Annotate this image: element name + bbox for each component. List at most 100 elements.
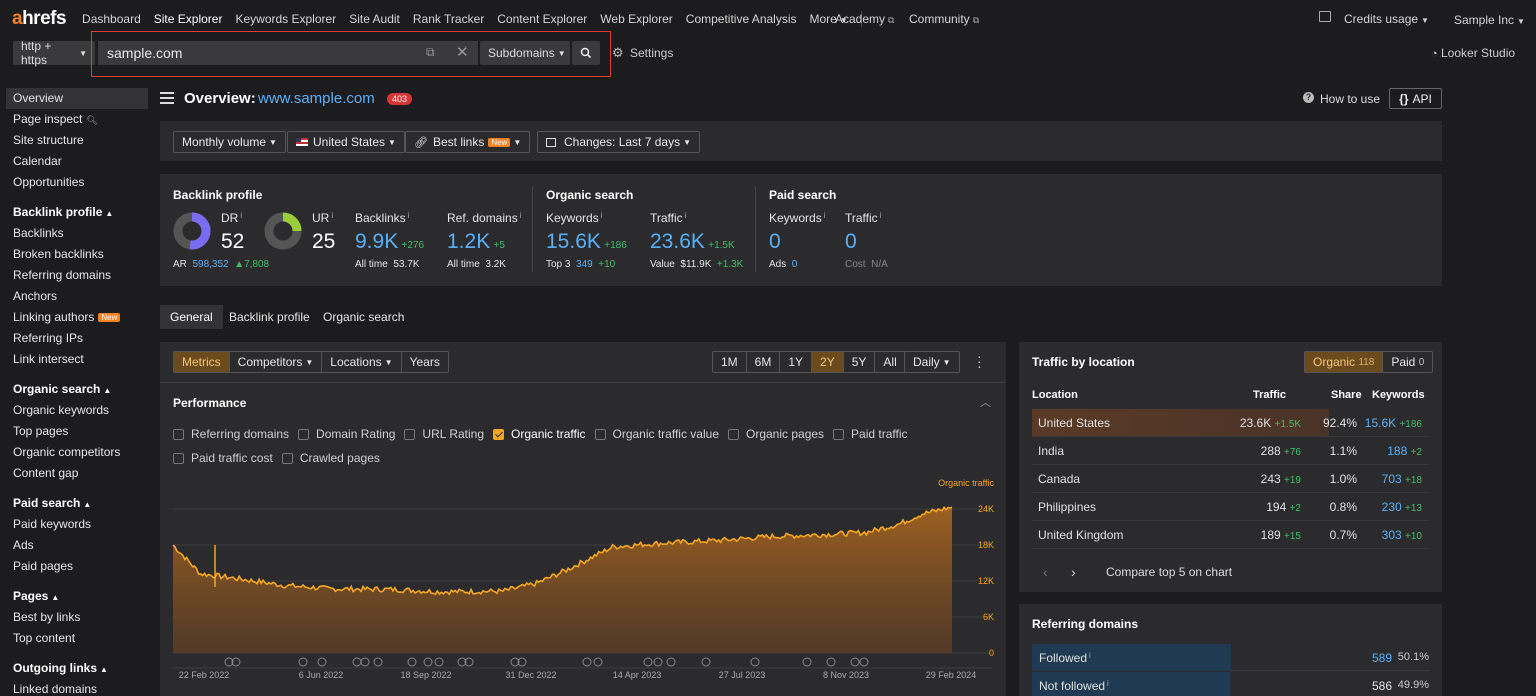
traffic-metric[interactable]: 23.6K +1.5K: [650, 230, 735, 253]
nav-rank-tracker[interactable]: Rank Tracker: [412, 12, 485, 26]
volume-select[interactable]: Monthly volume ▼: [173, 131, 286, 153]
sidebar-section-outgoing-links[interactable]: Outgoing links ▲: [13, 661, 108, 675]
organic-toggle[interactable]: Organic 118: [1305, 352, 1384, 372]
collapse-icon[interactable]: ︿: [980, 397, 991, 409]
nav-web-explorer[interactable]: Web Explorer: [600, 12, 673, 26]
sidebar-item-top-content[interactable]: Top content: [13, 631, 76, 645]
tab-backlink-profile[interactable]: Backlink profile: [229, 310, 310, 324]
sidebar-item-broken-backlinks[interactable]: Broken backlinks: [13, 247, 104, 261]
range-5y[interactable]: 5Y: [844, 352, 876, 372]
backlinks-metric[interactable]: 9.9K +276: [355, 230, 425, 253]
tab-general[interactable]: General: [160, 305, 223, 329]
location-row[interactable]: India 288 +76 1.1% 188 +2: [1032, 437, 1428, 465]
location-row[interactable]: Canada 243 +19 1.0% 703 +18: [1032, 465, 1428, 493]
how-to-use-link[interactable]: How to use: [1320, 92, 1381, 106]
paid-toggle[interactable]: Paid 0: [1391, 355, 1425, 369]
checkbox-organic-traffic-value[interactable]: Organic traffic value: [594, 427, 719, 441]
api-button[interactable]: {} API: [1389, 88, 1442, 109]
nav-site-audit[interactable]: Site Audit: [349, 12, 400, 26]
nav-academy-link[interactable]: Academy ⧉: [835, 12, 895, 26]
tab-organic-search[interactable]: Organic search: [323, 310, 405, 324]
location-keywords[interactable]: 188 +2: [1387, 443, 1422, 458]
checkbox-organic-pages[interactable]: Organic pages: [728, 427, 824, 441]
nav-dashboard[interactable]: Dashboard: [82, 12, 141, 26]
keywords-metric[interactable]: 15.6K +186: [546, 230, 627, 253]
notfollowed-row[interactable]: Not followed i 586 49.9%: [1032, 672, 1429, 696]
ar-value[interactable]: 598,352: [192, 259, 229, 270]
sidebar-item-site-structure[interactable]: Site structure: [13, 133, 84, 147]
location-row[interactable]: United Kingdom 189 +15 0.7% 303 +10: [1032, 521, 1428, 549]
sidebar-section-organic-search[interactable]: Organic search ▲: [13, 382, 112, 396]
sidebar-item-top-pages[interactable]: Top pages: [13, 424, 69, 438]
checkbox-referring-domains[interactable]: Referring domains: [173, 427, 289, 441]
sidebar-section-paid-search[interactable]: Paid search ▲: [13, 496, 92, 510]
years-button[interactable]: Years: [409, 355, 440, 369]
nav-competitive-analysis[interactable]: Competitive Analysis: [685, 12, 797, 26]
sidebar-item-organic-competitors[interactable]: Organic competitors: [13, 445, 121, 459]
account-menu[interactable]: Sample Inc ▼: [1454, 13, 1525, 27]
range-1y[interactable]: 1Y: [780, 352, 813, 372]
more-options-icon[interactable]: · · ·: [977, 348, 982, 374]
country-select[interactable]: United States ▼: [287, 131, 405, 153]
location-keywords[interactable]: 15.6K +186: [1364, 415, 1422, 430]
subdomains-mode-select[interactable]: Subdomains ▼: [480, 41, 570, 65]
credits-usage-menu[interactable]: Credits usage ▼: [1344, 12, 1429, 26]
refdomains-metric[interactable]: 1.2K +5: [447, 230, 505, 253]
protocol-select[interactable]: http + https ▼: [13, 39, 95, 67]
sidebar-section-pages[interactable]: Pages ▲: [13, 589, 60, 603]
sidebar-item-ads[interactable]: Ads: [13, 538, 34, 552]
interval-select[interactable]: Daily ▼: [904, 351, 960, 373]
search-button[interactable]: [572, 41, 600, 65]
nav-community-link[interactable]: Community ⧉: [909, 12, 980, 26]
locations-select[interactable]: Locations ▼: [322, 352, 402, 372]
paid-keywords-value[interactable]: 0: [769, 230, 781, 253]
next-arrow-icon[interactable]: ›: [1071, 564, 1076, 580]
checkbox-crawled-pages[interactable]: Crawled pages: [281, 451, 380, 465]
sidebar-item-organic-keywords[interactable]: Organic keywords: [13, 403, 110, 417]
location-keywords[interactable]: 303 +10: [1381, 527, 1422, 542]
target-url-input[interactable]: sample.com: [98, 41, 478, 65]
range-1m[interactable]: 1M: [713, 352, 747, 372]
sidebar-item-referring-ips[interactable]: Referring IPs: [13, 331, 84, 345]
notfollowed-value[interactable]: 586: [1371, 679, 1392, 693]
range-2y[interactable]: 2Y: [812, 352, 844, 372]
checkbox-organic-traffic[interactable]: Organic traffic: [493, 427, 586, 441]
sidebar-item-linked-domains[interactable]: Linked domains: [13, 682, 98, 696]
sidebar-item-anchors[interactable]: Anchors: [13, 289, 58, 303]
best-links-select[interactable]: 🔗︎ Best links New ▼: [405, 131, 531, 153]
clear-icon[interactable]: ✕: [456, 44, 469, 61]
sidebar-item-overview[interactable]: Overview: [6, 88, 148, 109]
checkbox-paid-traffic[interactable]: Paid traffic: [833, 427, 908, 441]
checkbox-domain-rating[interactable]: Domain Rating: [298, 427, 395, 441]
ahrefs-logo[interactable]: ahrefs: [12, 8, 67, 29]
settings-link[interactable]: Settings: [630, 46, 674, 60]
competitors-select[interactable]: Competitors ▼: [230, 352, 323, 372]
sidebar-item-link-intersect[interactable]: Link intersect: [13, 352, 84, 366]
sidebar-item-referring-domains[interactable]: Referring domains: [13, 268, 112, 282]
range-6m[interactable]: 6M: [747, 352, 781, 372]
sidebar-item-paid-pages[interactable]: Paid pages: [13, 559, 74, 573]
checkbox-paid-traffic-cost[interactable]: Paid traffic cost: [173, 451, 273, 465]
sidebar-item-content-gap[interactable]: Content gap: [13, 466, 79, 480]
open-external-icon[interactable]: ⧉: [426, 45, 435, 59]
location-row[interactable]: United States 23.6K +1.5K 92.4% 15.6K +186: [1032, 409, 1428, 437]
sidebar-item-linking-authors[interactable]: Linking authors New: [6, 307, 148, 328]
sidebar-item-best-by-links[interactable]: Best by links: [13, 610, 81, 624]
followed-value[interactable]: 589: [1371, 651, 1392, 665]
sidebar-item-page-inspect[interactable]: Page inspect 🔍︎: [13, 112, 98, 126]
location-keywords[interactable]: 230 +13: [1381, 499, 1422, 514]
sidebar-item-paid-keywords[interactable]: Paid keywords: [13, 517, 92, 531]
metrics-button[interactable]: Metrics: [174, 352, 230, 372]
followed-row[interactable]: Followed i 589 50.1%: [1032, 644, 1429, 671]
gear-icon[interactable]: ⚙: [612, 45, 624, 60]
nav-site-explorer[interactable]: Site Explorer: [153, 12, 223, 26]
changes-select[interactable]: Changes: Last 7 days ▼: [537, 131, 700, 153]
looker-studio-link[interactable]: ◔ Looker Studio: [1431, 46, 1516, 60]
location-row[interactable]: Philippines 194 +2 0.8% 230 +13: [1032, 493, 1428, 521]
checkbox-url-rating[interactable]: URL Rating: [404, 427, 484, 441]
sidebar-section-backlink-profile[interactable]: Backlink profile ▲: [13, 205, 114, 219]
compare-top5-link[interactable]: Compare top 5 on chart: [1106, 565, 1233, 579]
location-keywords[interactable]: 703 +18: [1381, 471, 1422, 486]
sidebar-item-opportunities[interactable]: Opportunities: [13, 175, 85, 189]
paid-traffic-value[interactable]: 0: [845, 230, 857, 253]
